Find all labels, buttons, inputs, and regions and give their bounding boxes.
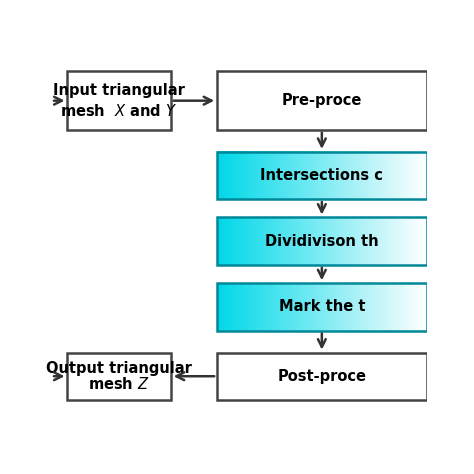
Bar — [217, 72, 427, 130]
Bar — [67, 72, 171, 130]
Text: mesh  $\mathbf{\mathit{X}}$ and $\mathbf{\mathit{Y}}$: mesh $\mathbf{\mathit{X}}$ and $\mathbf{… — [61, 103, 178, 119]
Text: Intersections c: Intersections c — [260, 168, 383, 183]
Bar — [217, 218, 427, 265]
Text: Input triangular: Input triangular — [53, 83, 185, 98]
Text: mesh $\mathbf{\mathit{Z}}$: mesh $\mathbf{\mathit{Z}}$ — [88, 376, 150, 392]
Bar — [217, 152, 427, 199]
Text: Dividivison th: Dividivison th — [265, 234, 379, 249]
Text: Output triangular: Output triangular — [46, 361, 192, 376]
Bar — [217, 283, 427, 331]
Bar — [217, 353, 427, 400]
Text: Post-proce: Post-proce — [277, 369, 366, 384]
Text: Pre-proce: Pre-proce — [282, 93, 362, 108]
Bar — [67, 353, 171, 400]
Text: Mark the t: Mark the t — [279, 300, 365, 314]
